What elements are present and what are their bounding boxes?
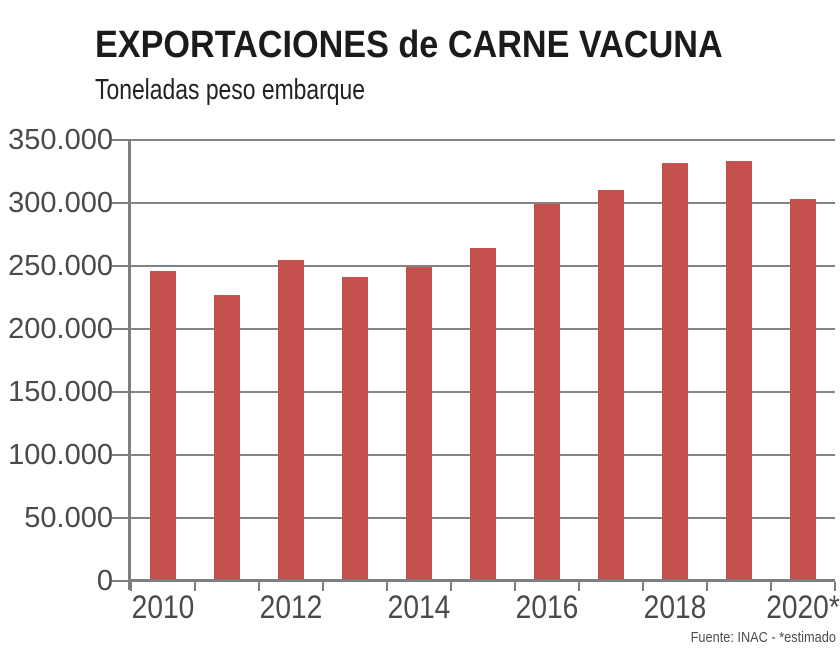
y-axis-tick [112, 202, 129, 204]
x-axis-tick [386, 582, 388, 591]
y-axis-labels: 350.000 300.000 250.000 200.000 150.000 100.0… [0, 125, 113, 596]
x-axis-tick-label: 2010 [131, 589, 195, 625]
y-axis-tick-label: 350.000 [8, 124, 113, 156]
y-axis-tick-label: 50.000 [24, 502, 113, 534]
bar-2020* [790, 199, 816, 581]
x-axis-tick [834, 582, 836, 591]
bar-2015 [470, 248, 496, 581]
y-axis-tick-label: 300.000 [8, 187, 113, 219]
bar-2012 [278, 259, 304, 581]
chart-title: EXPORTACIONES de CARNE VACUNA [95, 24, 723, 66]
y-axis-tick [112, 517, 129, 519]
chart-subtitle: Toneladas peso embarque [95, 74, 366, 106]
y-axis-tick-label: 0 [96, 565, 113, 597]
x-axis-tick [322, 582, 324, 591]
x-axis-line [128, 579, 835, 582]
x-axis-tick [450, 582, 452, 591]
y-axis-tick-label: 150.000 [8, 376, 113, 408]
bar-2011 [214, 294, 240, 581]
bar-2019 [726, 161, 752, 581]
y-axis-tick [112, 328, 129, 330]
y-axis-tick [112, 454, 129, 456]
x-axis-tick [130, 582, 132, 591]
gridline [131, 139, 835, 141]
bar-2018 [662, 162, 688, 581]
x-axis-tick [578, 582, 580, 591]
y-axis-tick [112, 139, 129, 141]
x-axis-tick-label: 2020* [766, 589, 840, 625]
bar-2014 [406, 267, 432, 581]
x-axis-tick [258, 582, 260, 591]
x-axis-tick [642, 582, 644, 591]
x-axis-tick [514, 582, 516, 591]
x-axis-tick [770, 582, 772, 591]
y-axis-tick-label: 100.000 [8, 439, 113, 471]
y-axis-tick-label: 250.000 [8, 250, 113, 282]
y-axis-tick-label: 200.000 [8, 313, 113, 345]
source-note: Fuente: INAC - *estimado [690, 629, 836, 646]
x-axis-tick-label: 2016 [515, 589, 579, 625]
x-axis-tick [194, 582, 196, 591]
plot-area [112, 139, 836, 591]
y-axis-tick [112, 265, 129, 267]
y-axis-tick [112, 391, 129, 393]
x-axis-tick-label: 2014 [387, 589, 451, 625]
y-axis-tick [112, 580, 129, 582]
y-axis-line [128, 139, 131, 590]
bar-2010 [150, 271, 176, 581]
x-axis-tick-label: 2018 [643, 589, 707, 625]
bar-2013 [342, 277, 368, 581]
x-axis-tick-label: 2012 [259, 589, 323, 625]
bar-2017 [598, 190, 624, 581]
gridline [131, 202, 835, 204]
bar-2016 [534, 204, 560, 581]
x-axis-tick [706, 582, 708, 591]
